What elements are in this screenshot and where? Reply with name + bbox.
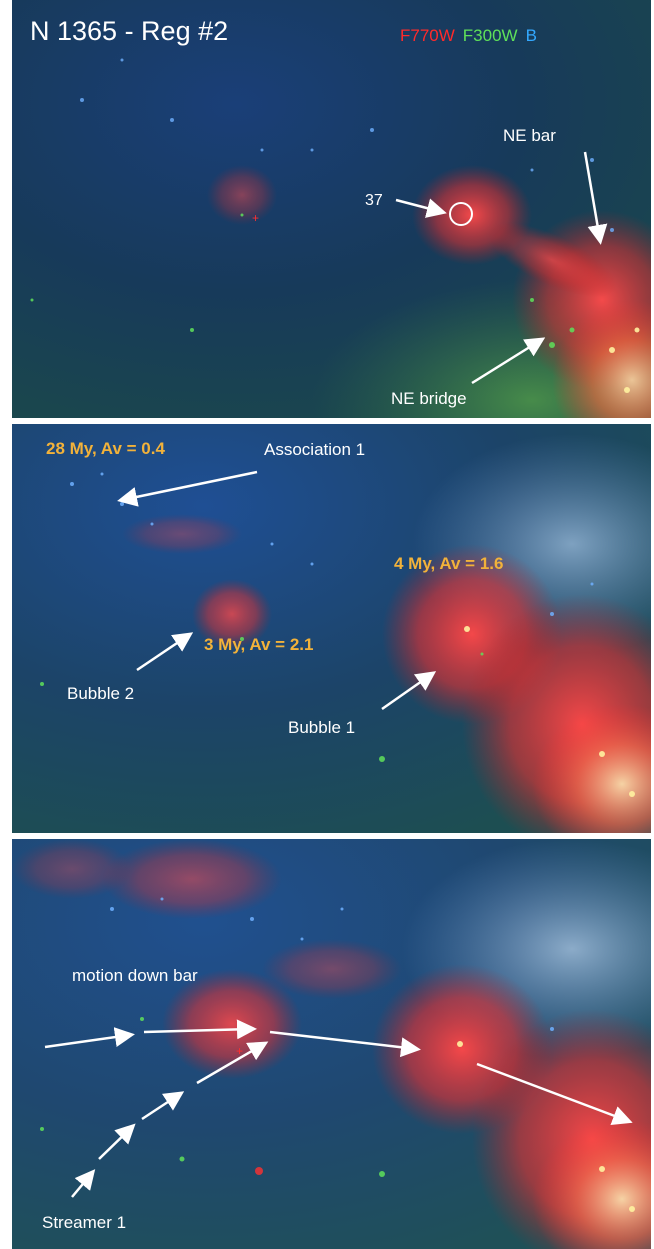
label-streamer-1: Streamer 1 <box>42 1213 127 1232</box>
panel-2-annotations <box>117 470 437 711</box>
label-bubble-2: Bubble 2 <box>67 684 135 703</box>
panel-3-annotations <box>44 1019 633 1198</box>
motion-arrow-1 <box>44 1027 135 1049</box>
panel-motion: + motion down bar Streamer 1 <box>12 839 651 1249</box>
streamer-arrow-3 <box>141 1091 185 1121</box>
bubble-1-age-label: 4 My, Av = 1.6 <box>394 554 504 573</box>
label-ne-bar: NE bar <box>503 126 556 145</box>
legend-blue-label: B <box>525 26 537 45</box>
streamer-arrow-4 <box>196 1041 269 1085</box>
streamer-arrow-1 <box>71 1169 96 1198</box>
arrow-ne-bar <box>583 151 608 245</box>
motion-arrow-3 <box>269 1030 421 1058</box>
arrow-37 <box>395 198 447 218</box>
arrow-ne-bridge <box>471 337 546 385</box>
label-bubble-1: Bubble 1 <box>288 718 356 737</box>
label-ne-bridge: NE bridge <box>391 389 467 408</box>
panel-ages-extinction: 28 My, Av = 0.4 Association 1 4 My, Av =… <box>12 424 651 833</box>
cluster-37-circle <box>449 202 473 226</box>
motion-arrow-2 <box>143 1019 257 1040</box>
panel-region-overview: + N 1365 - Reg #2 F770W F300W B 37 NE bar … <box>12 0 651 418</box>
bubble-2-age-label: 3 My, Av = 2.1 <box>204 635 314 654</box>
legend-green-label: F300W <box>462 26 518 45</box>
label-motion-down-bar: motion down bar <box>72 966 198 985</box>
color-legend: F770W F300W B <box>400 26 537 46</box>
arrow-bubble-2 <box>136 632 194 672</box>
motion-arrow-4 <box>476 1062 633 1126</box>
association-age-label: 28 My, Av = 0.4 <box>46 439 165 458</box>
arrow-association-1 <box>117 470 258 507</box>
arrow-bubble-1 <box>381 671 437 711</box>
galaxy-image-panel-1: + <box>12 0 651 418</box>
label-37: 37 <box>365 192 383 209</box>
panel-title: N 1365 - Reg #2 <box>30 16 229 46</box>
streamer-arrow-2 <box>98 1123 136 1160</box>
panel-1-annotations <box>395 151 608 385</box>
legend-red-label: F770W <box>400 26 455 45</box>
svg-text:+: + <box>236 1044 243 1058</box>
label-association-1: Association 1 <box>264 440 366 459</box>
svg-text:+: + <box>252 211 259 225</box>
